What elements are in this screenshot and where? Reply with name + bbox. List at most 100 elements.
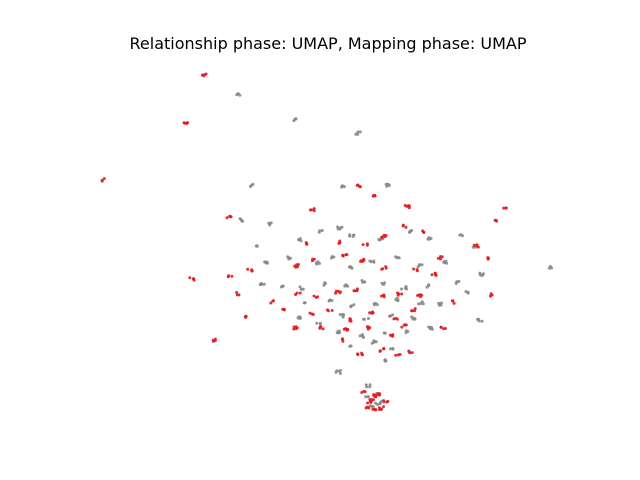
scatter-point xyxy=(391,333,395,337)
point-cluster xyxy=(326,308,334,313)
scatter-point xyxy=(250,269,254,273)
point-cluster xyxy=(389,347,395,351)
scatter-point xyxy=(370,311,374,315)
scatter-point xyxy=(382,283,386,286)
scatter-point xyxy=(202,74,206,78)
point-cluster xyxy=(408,229,414,234)
scatter-point xyxy=(312,294,316,298)
scatter-point xyxy=(362,257,366,261)
scatter-point xyxy=(382,233,386,237)
scatter-point xyxy=(102,177,106,181)
scatter-point xyxy=(388,314,392,318)
point-cluster xyxy=(355,183,362,189)
point-cluster xyxy=(246,267,254,273)
point-cluster xyxy=(348,317,353,323)
scatter-point xyxy=(341,313,345,316)
scatter-point xyxy=(372,339,376,343)
point-cluster xyxy=(294,291,302,296)
point-cluster xyxy=(330,255,336,260)
point-cluster xyxy=(349,303,356,309)
point-cluster xyxy=(454,280,461,285)
point-cluster xyxy=(360,279,367,284)
scatter-point xyxy=(255,244,259,248)
scatter-point xyxy=(341,339,345,343)
point-cluster xyxy=(225,214,233,220)
scatter-point xyxy=(280,284,284,288)
scatter-point xyxy=(314,261,318,265)
scatter-point xyxy=(294,265,298,269)
point-cluster xyxy=(368,398,375,403)
scatter-point xyxy=(404,225,408,229)
series-red-points xyxy=(100,72,508,412)
scatter-point xyxy=(239,218,243,222)
point-cluster xyxy=(382,399,390,404)
scatter-point xyxy=(100,179,104,183)
point-cluster xyxy=(359,257,366,263)
scatter-point xyxy=(400,325,404,329)
scatter-point xyxy=(375,303,379,307)
point-cluster xyxy=(371,407,378,412)
scatter-point xyxy=(433,271,437,275)
scatter-point xyxy=(344,328,348,331)
point-cluster xyxy=(416,293,424,299)
point-cluster xyxy=(248,182,255,188)
scatter-point xyxy=(312,209,316,213)
scatter-point xyxy=(213,337,217,341)
scatter-point xyxy=(312,207,316,211)
scatter-point xyxy=(330,309,334,312)
scatter-point xyxy=(396,291,399,295)
scatter-point xyxy=(410,229,414,232)
scatter-point xyxy=(400,292,404,296)
scatter-point xyxy=(338,313,342,316)
scatter-point xyxy=(402,323,406,327)
point-cluster xyxy=(200,72,208,78)
scatter-point xyxy=(318,326,322,330)
point-cluster xyxy=(347,265,354,270)
scatter-point xyxy=(547,266,551,270)
point-cluster xyxy=(372,301,379,307)
scatter-point xyxy=(310,312,314,316)
scatter-point xyxy=(336,289,340,293)
scatter-point xyxy=(381,267,385,271)
point-cluster xyxy=(327,298,334,303)
point-cluster xyxy=(302,301,307,305)
scatter-point xyxy=(282,308,286,311)
point-cluster xyxy=(336,225,344,231)
point-cluster xyxy=(354,130,362,136)
scatter-point xyxy=(380,294,383,298)
scatter-point xyxy=(191,277,195,281)
point-cluster xyxy=(383,358,388,363)
scatter-point xyxy=(297,238,301,242)
point-cluster xyxy=(348,233,356,238)
scatter-point xyxy=(327,299,331,303)
scatter-point xyxy=(420,263,424,267)
point-cluster xyxy=(430,271,438,277)
scatter-point xyxy=(450,299,454,303)
point-cluster xyxy=(337,239,342,245)
scatter-point xyxy=(364,395,368,399)
scatter-point xyxy=(461,234,464,238)
scatter-point xyxy=(477,319,481,323)
point-cluster xyxy=(317,229,324,234)
scatter-point xyxy=(348,344,352,348)
scatter-point xyxy=(426,237,430,241)
scatter-point xyxy=(404,285,408,289)
scatter-point xyxy=(442,327,446,331)
scatter-point xyxy=(338,241,342,245)
point-cluster xyxy=(421,229,426,234)
point-cluster xyxy=(478,271,485,277)
scatter-point xyxy=(356,353,360,357)
scatter-point xyxy=(367,406,371,410)
point-cluster xyxy=(356,351,364,357)
scatter-point xyxy=(387,184,391,187)
point-cluster xyxy=(182,121,189,125)
point-cluster xyxy=(380,293,386,299)
scatter-point xyxy=(407,350,411,353)
scatter-point xyxy=(370,404,373,408)
scatter-point xyxy=(366,325,370,329)
point-cluster xyxy=(267,221,273,227)
scatter-point xyxy=(244,315,248,319)
scatter-point xyxy=(225,216,229,220)
point-cluster xyxy=(343,283,350,288)
